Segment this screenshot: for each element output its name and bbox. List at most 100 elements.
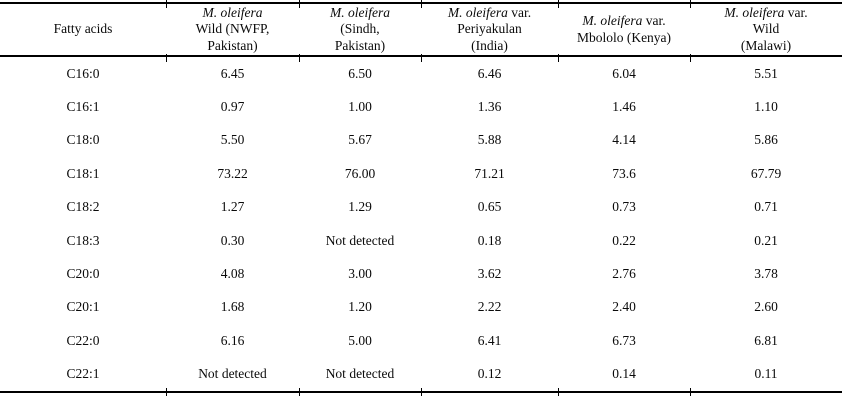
header-line3: Pakistan) — [334, 37, 386, 53]
value-cell: 0.73 — [612, 199, 636, 215]
fatty-acid-label: C18:2 — [66, 199, 100, 215]
value-cell: 6.81 — [754, 332, 778, 348]
value-cell: 76.00 — [344, 165, 376, 181]
value-cell: 1.10 — [754, 99, 778, 115]
value-cell: 1.46 — [612, 99, 636, 115]
value-cell: 6.41 — [477, 332, 502, 348]
value-cell: 1.20 — [348, 299, 372, 315]
column-separator-tick — [165, 388, 167, 396]
column-header-mbololo-kenya: M. oleifera var. Mbololo (Kenya) — [558, 3, 690, 56]
value-cell: 5.51 — [754, 65, 778, 81]
value-cell: 0.21 — [754, 232, 778, 248]
header-text: Fatty acids — [53, 21, 113, 37]
value-cell: 2.76 — [612, 266, 636, 282]
column-separator-tick — [420, 54, 422, 62]
column-header-wild-malawi: M. oleifera var. Wild (Malawi) — [690, 3, 842, 56]
value-cell: 67.79 — [750, 165, 782, 181]
column-separator-tick — [298, 388, 300, 396]
species-name: M. oleifera — [724, 4, 785, 20]
column-header-sindh-pakistan: M. oleifera (Sindh, Pakistan) — [299, 3, 421, 56]
column-separator-tick — [420, 388, 422, 396]
value-cell: 73.22 — [217, 165, 248, 181]
column-separator-tick — [557, 388, 559, 396]
table-body: C16:0 6.45 6.50 6.46 6.04 5.51 C16:1 0.9… — [0, 56, 842, 392]
column-separator-tick — [689, 54, 691, 62]
value-cell: 0.18 — [477, 232, 502, 248]
value-cell: 71.21 — [474, 165, 505, 181]
table-row: C22:1 Not detected Not detected 0.12 0.1… — [0, 358, 842, 392]
value-cell: 0.22 — [612, 232, 636, 248]
value-cell: 2.60 — [754, 299, 778, 315]
header-row: Fatty acids M. oleifera Wild (NWFP, Paki… — [0, 3, 842, 56]
value-cell: 5.86 — [754, 132, 778, 148]
value-cell: 5.67 — [348, 132, 372, 148]
fatty-acid-label: C16:1 — [66, 99, 100, 115]
value-cell: 6.04 — [612, 65, 636, 81]
value-cell: Not detected — [198, 366, 267, 382]
value-cell: 1.00 — [348, 99, 372, 115]
column-separator-tick — [165, 0, 167, 8]
column-header-fatty-acids: Fatty acids — [0, 3, 166, 56]
header-line3: Pakistan) — [207, 37, 258, 53]
value-cell: 1.36 — [477, 99, 502, 115]
column-separator-tick — [420, 0, 422, 8]
fatty-acid-label: C16:0 — [66, 65, 100, 81]
species-name: M. oleifera — [582, 13, 643, 28]
value-cell: 0.65 — [477, 199, 502, 215]
value-cell: 0.14 — [612, 366, 636, 382]
fatty-acid-label: C20:1 — [66, 299, 100, 315]
value-cell: 2.40 — [612, 299, 636, 315]
value-cell: 1.27 — [220, 199, 245, 215]
value-cell: 0.11 — [754, 366, 778, 382]
header-line2: Wild — [752, 21, 780, 37]
value-cell: 5.50 — [220, 132, 245, 148]
column-separator-tick — [689, 0, 691, 8]
fatty-acid-label: C18:3 — [66, 232, 100, 248]
value-cell: 0.71 — [754, 199, 778, 215]
table-row: C18:0 5.50 5.67 5.88 4.14 5.86 — [0, 124, 842, 157]
value-cell: 3.78 — [754, 266, 778, 282]
table-row: C20:0 4.08 3.00 3.62 2.76 3.78 — [0, 257, 842, 290]
value-cell: 0.30 — [220, 232, 245, 248]
table-row: C18:3 0.30 Not detected 0.18 0.22 0.21 — [0, 224, 842, 257]
species-name: M. oleifera — [330, 4, 390, 20]
value-cell: Not detected — [325, 366, 395, 382]
fatty-acid-composition-table: Fatty acids M. oleifera Wild (NWFP, Paki… — [0, 2, 842, 393]
header-line3: (India) — [471, 37, 508, 53]
value-cell: 0.12 — [477, 366, 502, 382]
fatty-acid-label: C22:0 — [66, 332, 100, 348]
header-line3: (Malawi) — [740, 37, 792, 53]
value-cell: 0.97 — [220, 99, 245, 115]
value-cell: 3.00 — [348, 266, 372, 282]
table-row: C16:1 0.97 1.00 1.36 1.46 1.10 — [0, 90, 842, 123]
value-cell: 1.68 — [220, 299, 245, 315]
table-row: C18:1 73.22 76.00 71.21 73.6 67.79 — [0, 157, 842, 190]
fatty-acid-label: C22:1 — [66, 366, 100, 382]
column-separator-tick — [298, 0, 300, 8]
column-separator-tick — [689, 388, 691, 396]
header-line2: Wild (NWFP, — [195, 21, 270, 37]
value-cell: 6.73 — [612, 332, 636, 348]
column-separator-tick — [165, 54, 167, 62]
value-cell: 6.46 — [477, 65, 502, 81]
table-header: Fatty acids M. oleifera Wild (NWFP, Paki… — [0, 3, 842, 56]
value-cell: 6.50 — [348, 65, 372, 81]
value-cell: 1.29 — [348, 199, 372, 215]
value-cell: 4.14 — [612, 132, 636, 148]
header-line2: Periyakulan — [457, 21, 522, 37]
species-name: M. oleifera — [202, 4, 263, 20]
value-cell: 5.00 — [348, 332, 372, 348]
header-line2: (Sindh, — [340, 21, 380, 37]
fatty-acid-label: C20:0 — [66, 266, 100, 282]
value-cell: 2.22 — [477, 299, 502, 315]
column-separator-tick — [298, 54, 300, 62]
value-cell: 6.45 — [220, 65, 245, 81]
header-line2: Mbololo (Kenya) — [576, 29, 672, 45]
value-cell: Not detected — [325, 232, 395, 248]
value-cell: 3.62 — [477, 266, 502, 282]
table-row: C22:0 6.16 5.00 6.41 6.73 6.81 — [0, 324, 842, 357]
species-name: M. oleifera — [447, 4, 508, 20]
column-header-periyakulan-india: M. oleifera var. Periyakulan (India) — [421, 3, 558, 56]
fatty-acid-label: C18:1 — [66, 165, 100, 181]
